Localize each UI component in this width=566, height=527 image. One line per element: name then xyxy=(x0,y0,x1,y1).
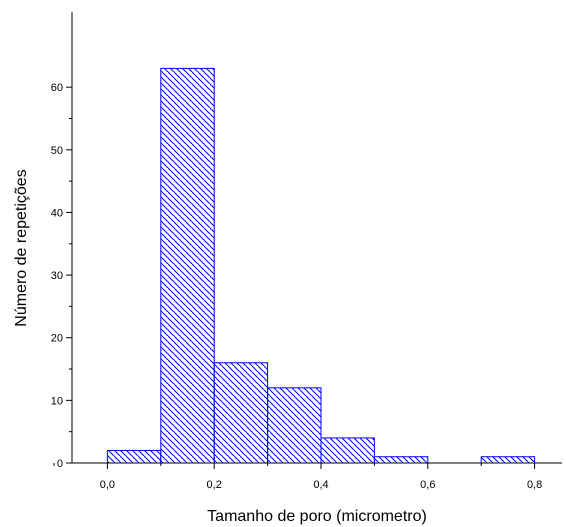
y-tick-label: 50 xyxy=(51,145,63,157)
x-tick-label: 0,0 xyxy=(100,479,115,491)
y-tick-label: 30 xyxy=(51,270,63,282)
histogram-bar-7 xyxy=(480,456,536,464)
histogram-bar-4 xyxy=(320,437,375,464)
y-tick-label: 20 xyxy=(51,333,63,345)
y-ticks-group: 0 10 20 30 40 50 60 xyxy=(51,82,72,470)
y-tick-label: 60 xyxy=(51,82,63,94)
y-tick-label: 10 xyxy=(51,395,63,407)
x-tick-label: 0,8 xyxy=(527,479,542,491)
x-tick-label: 0,6 xyxy=(420,479,435,491)
histogram-bar-3 xyxy=(267,387,322,464)
y-tick-label: 0 xyxy=(57,458,63,470)
x-ticks-group: 0,0 0,2 0,4 0,6 0,8 xyxy=(53,463,542,491)
histogram-bar-1 xyxy=(160,67,215,464)
y-axis-title: Número de repetições xyxy=(13,169,30,326)
histogram-bar-0 xyxy=(106,449,162,464)
bars-group xyxy=(106,67,536,464)
x-tick-label: 0,4 xyxy=(313,479,328,491)
histogram-bar-5 xyxy=(373,456,429,464)
x-axis-title: Tamanho de poro (micrometro) xyxy=(207,508,427,525)
histogram-bar-2 xyxy=(213,362,269,464)
x-tick-label: 0,2 xyxy=(207,479,222,491)
y-tick-label: 40 xyxy=(51,207,63,219)
